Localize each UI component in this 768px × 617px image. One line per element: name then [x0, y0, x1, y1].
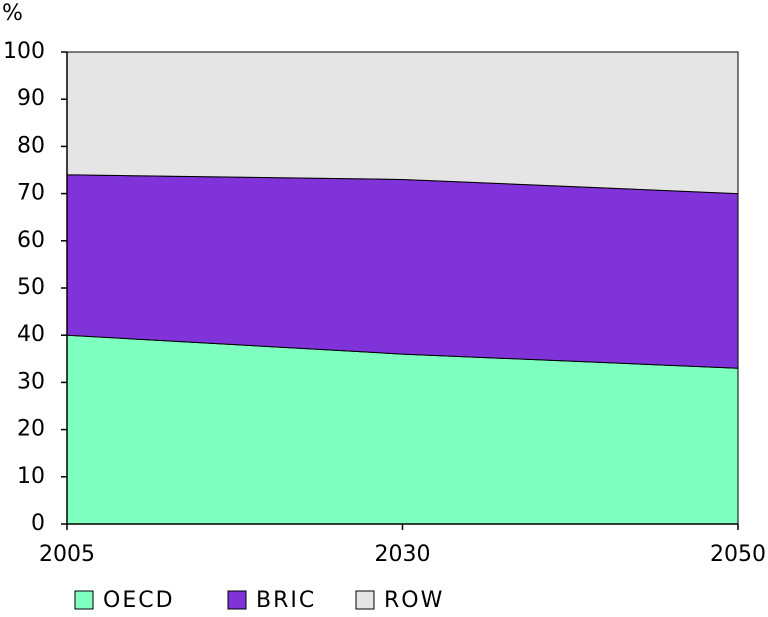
legend-label: OECD [103, 588, 175, 613]
area [66, 51, 739, 195]
y-tick-label: 0 [31, 511, 45, 536]
y-tick-label: 80 [17, 133, 45, 158]
x-tick-label: 2050 [710, 542, 766, 567]
y-axis-label: % [2, 1, 23, 26]
legend-label: BRIC [256, 588, 316, 613]
area [66, 174, 739, 369]
y-tick-label: 90 [17, 86, 45, 111]
y-tick-label: 30 [17, 369, 45, 394]
legend-swatch [355, 590, 375, 610]
y-tick-label: 20 [17, 417, 45, 442]
legend-swatch [74, 590, 94, 610]
y-tick-label: 100 [3, 39, 45, 64]
legend-swatch [227, 590, 247, 610]
x-tick-label: 2030 [375, 542, 431, 567]
x-tick-label: 2005 [39, 542, 95, 567]
y-tick-label: 60 [17, 228, 45, 253]
y-tick-label: 70 [17, 181, 45, 206]
legend-label: ROW [384, 588, 444, 613]
y-tick-label: 50 [17, 275, 45, 300]
y-tick-label: 40 [17, 322, 45, 347]
y-tick-label: 10 [17, 464, 45, 489]
